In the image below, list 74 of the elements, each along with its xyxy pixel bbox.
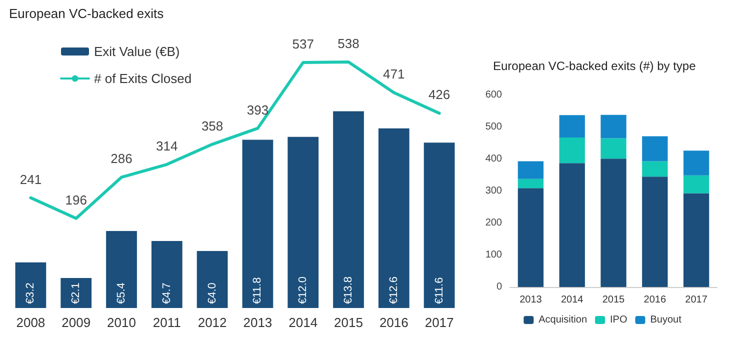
x-tick-label: 2016 [644,294,666,306]
y-tick-label: 100 [485,250,502,260]
data-label: 426 [428,87,450,102]
bar [15,262,46,308]
bar [518,161,544,179]
legend-label: Exit Value (€B) [94,44,180,59]
data-label: €11.6 [433,277,446,304]
data-label: €4.7 [160,282,173,304]
bar [518,178,544,188]
data-label: €2.1 [70,282,82,304]
x-tick-label: 2009 [62,315,91,330]
data-label: 241 [20,172,42,187]
data-label: 358 [201,118,224,134]
bar [151,240,182,308]
bar [600,138,626,159]
data-label: €11.8 [252,277,264,304]
y-tick-label: 600 [485,90,502,100]
data-label: 314 [156,138,178,154]
bar [424,142,455,308]
bar [559,163,585,287]
y-tick-label: 500 [485,122,502,132]
bar [642,161,668,177]
legend-label: # of Exits Closed [94,71,192,86]
bar [683,193,710,287]
bar [196,250,228,308]
bar [683,150,710,176]
data-label: €12.0 [297,276,310,304]
bar [106,230,137,308]
x-tick-label: 2010 [107,315,136,330]
y-tick-label: 200 [485,218,502,228]
bar [378,128,410,308]
data-label: €3.2 [24,282,37,304]
legend-label: IPO [610,314,628,326]
bar [559,138,585,164]
chart-title: European VC-backed exits [9,6,164,21]
y-tick-label: 0 [496,282,502,292]
chart-title: European VC-backed exits (#) by type [493,59,696,73]
x-tick-label: 2014 [560,294,584,306]
bar [600,114,626,138]
data-label: €13.8 [342,276,354,304]
x-tick-label: 2011 [152,315,181,330]
x-tick-label: 2015 [602,294,626,306]
x-tick-label: 2017 [685,294,708,306]
data-label: 471 [383,66,405,82]
bar [288,136,319,308]
legend-label: Acquisition [538,314,587,326]
bar [600,158,626,287]
y-tick-label: 400 [485,154,502,164]
x-tick-label: 2016 [379,315,408,330]
data-label: 393 [246,102,269,118]
data-label: €12.6 [388,276,400,304]
data-label: €4.0 [206,282,218,304]
bar [518,188,544,287]
data-label: 537 [292,36,314,52]
bar [559,115,585,138]
x-tick-label: 2014 [288,315,318,330]
data-label: 538 [338,36,360,51]
x-tick-label: 2017 [424,315,454,330]
x-tick-label: 2013 [520,294,542,306]
data-label: 196 [65,192,87,208]
bar [683,175,710,194]
bar [642,176,668,287]
data-label: €5.4 [116,282,128,304]
bar [60,278,92,308]
x-tick-label: 2013 [243,315,272,330]
bar [333,111,364,308]
legend-label: Buyout [650,314,682,326]
bar [242,140,274,308]
data-label: 286 [110,151,132,166]
x-tick-label: 2008 [16,315,46,330]
y-tick-label: 300 [485,186,502,196]
x-tick-label: 2012 [198,315,227,330]
bar [642,136,668,162]
x-tick-label: 2015 [334,315,363,330]
